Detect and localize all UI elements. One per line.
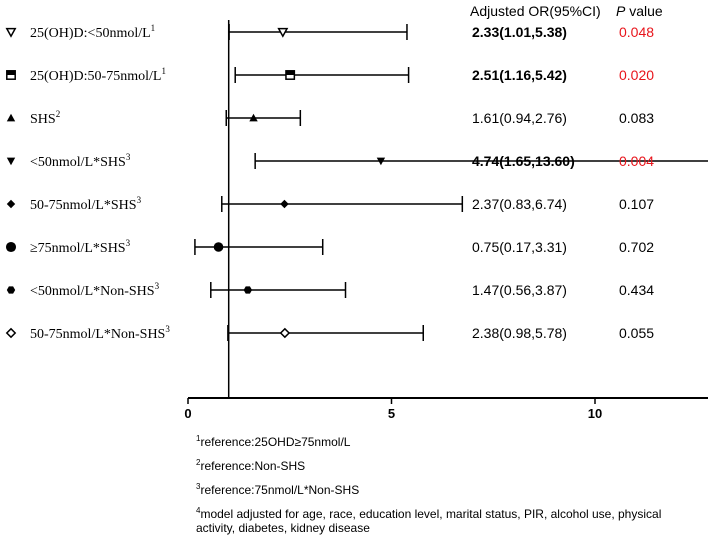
row-label-7: 50-75nmol/L*Non-SHS3 [30,324,170,342]
footnote-3: 3reference:75nmol/L*Non-SHS [196,482,360,497]
footnote-2: 2reference:Non-SHS [196,458,306,473]
point-estimate-4 [280,199,289,209]
point-estimate-2 [249,113,258,122]
footnotes: 1reference:25OHD≥75nmol/L 2reference:Non… [196,432,701,535]
p-value-0: 0.048 [619,24,655,40]
x-tick-label-5: 5 [388,406,395,421]
or-value-2: 1.61(0.94,2.76) [472,110,567,126]
or-value-7: 2.38(0.98,5.78) [472,325,567,341]
row-triangle-up-icon-2 [6,113,16,122]
row-label-1: 25(OH)D:50-75nmol/L1 [30,66,166,84]
p-value-2: 0.083 [619,110,655,126]
point-estimate-0 [277,27,289,38]
p-value-7: 0.055 [619,325,655,341]
or-value-1: 2.51(1.16,5.42) [472,67,567,83]
or-value-0: 2.33(1.01,5.38) [472,24,567,40]
point-estimate-6 [243,286,253,294]
point-estimate-7 [279,327,291,339]
or-value-4: 2.37(0.83,6.74) [472,196,567,212]
row-circle-icon-5 [5,241,17,253]
x-tick-label-0: 0 [184,406,191,421]
row-label-3: <50nmol/L*SHS3 [30,152,131,170]
or-value-6: 1.47(0.56,3.87) [472,282,567,298]
p-value-4: 0.107 [619,196,655,212]
row-label-0: 25(OH)D:<50nmol/L1 [30,23,156,41]
point-estimate-1 [285,70,296,80]
or-value-5: 0.75(0.17,3.31) [472,239,567,255]
row-label-6: <50nmol/L*Non-SHS3 [30,281,160,299]
row-diamond-icon-4 [6,199,16,209]
p-italic: P [616,3,626,19]
p-value-1: 0.020 [619,67,655,83]
row-label-2: SHS2 [30,109,61,127]
row-hexagon-icon-6 [6,286,16,294]
row-triangle-down-icon-3 [6,157,16,166]
row-label-5: ≥75nmol/L*SHS3 [30,238,131,256]
x-tick-label-10: 10 [588,406,602,421]
p-rest: value [625,3,663,19]
p-value-3: 0.004 [619,153,655,169]
row-label-4: 50-75nmol/L*SHS3 [30,195,142,213]
point-estimate-5 [213,242,224,252]
or-column-header: Adjusted OR(95%CI) [470,3,601,19]
footnote-4: 4model adjusted for age, race, education… [196,506,662,535]
p-value-6: 0.434 [619,282,655,298]
row-half-filled-square-icon-1 [6,70,16,80]
or-value-3: 4.74(1.65,13.60) [472,153,575,169]
p-value-5: 0.702 [619,239,655,255]
row-diamond-open-icon-7 [5,327,17,339]
footnote-1: 1reference:25OHD≥75nmol/L [196,434,351,449]
point-estimate-3 [376,157,386,166]
p-column-header: P value [616,3,663,19]
row-triangle-down-open-icon-0 [5,27,17,38]
